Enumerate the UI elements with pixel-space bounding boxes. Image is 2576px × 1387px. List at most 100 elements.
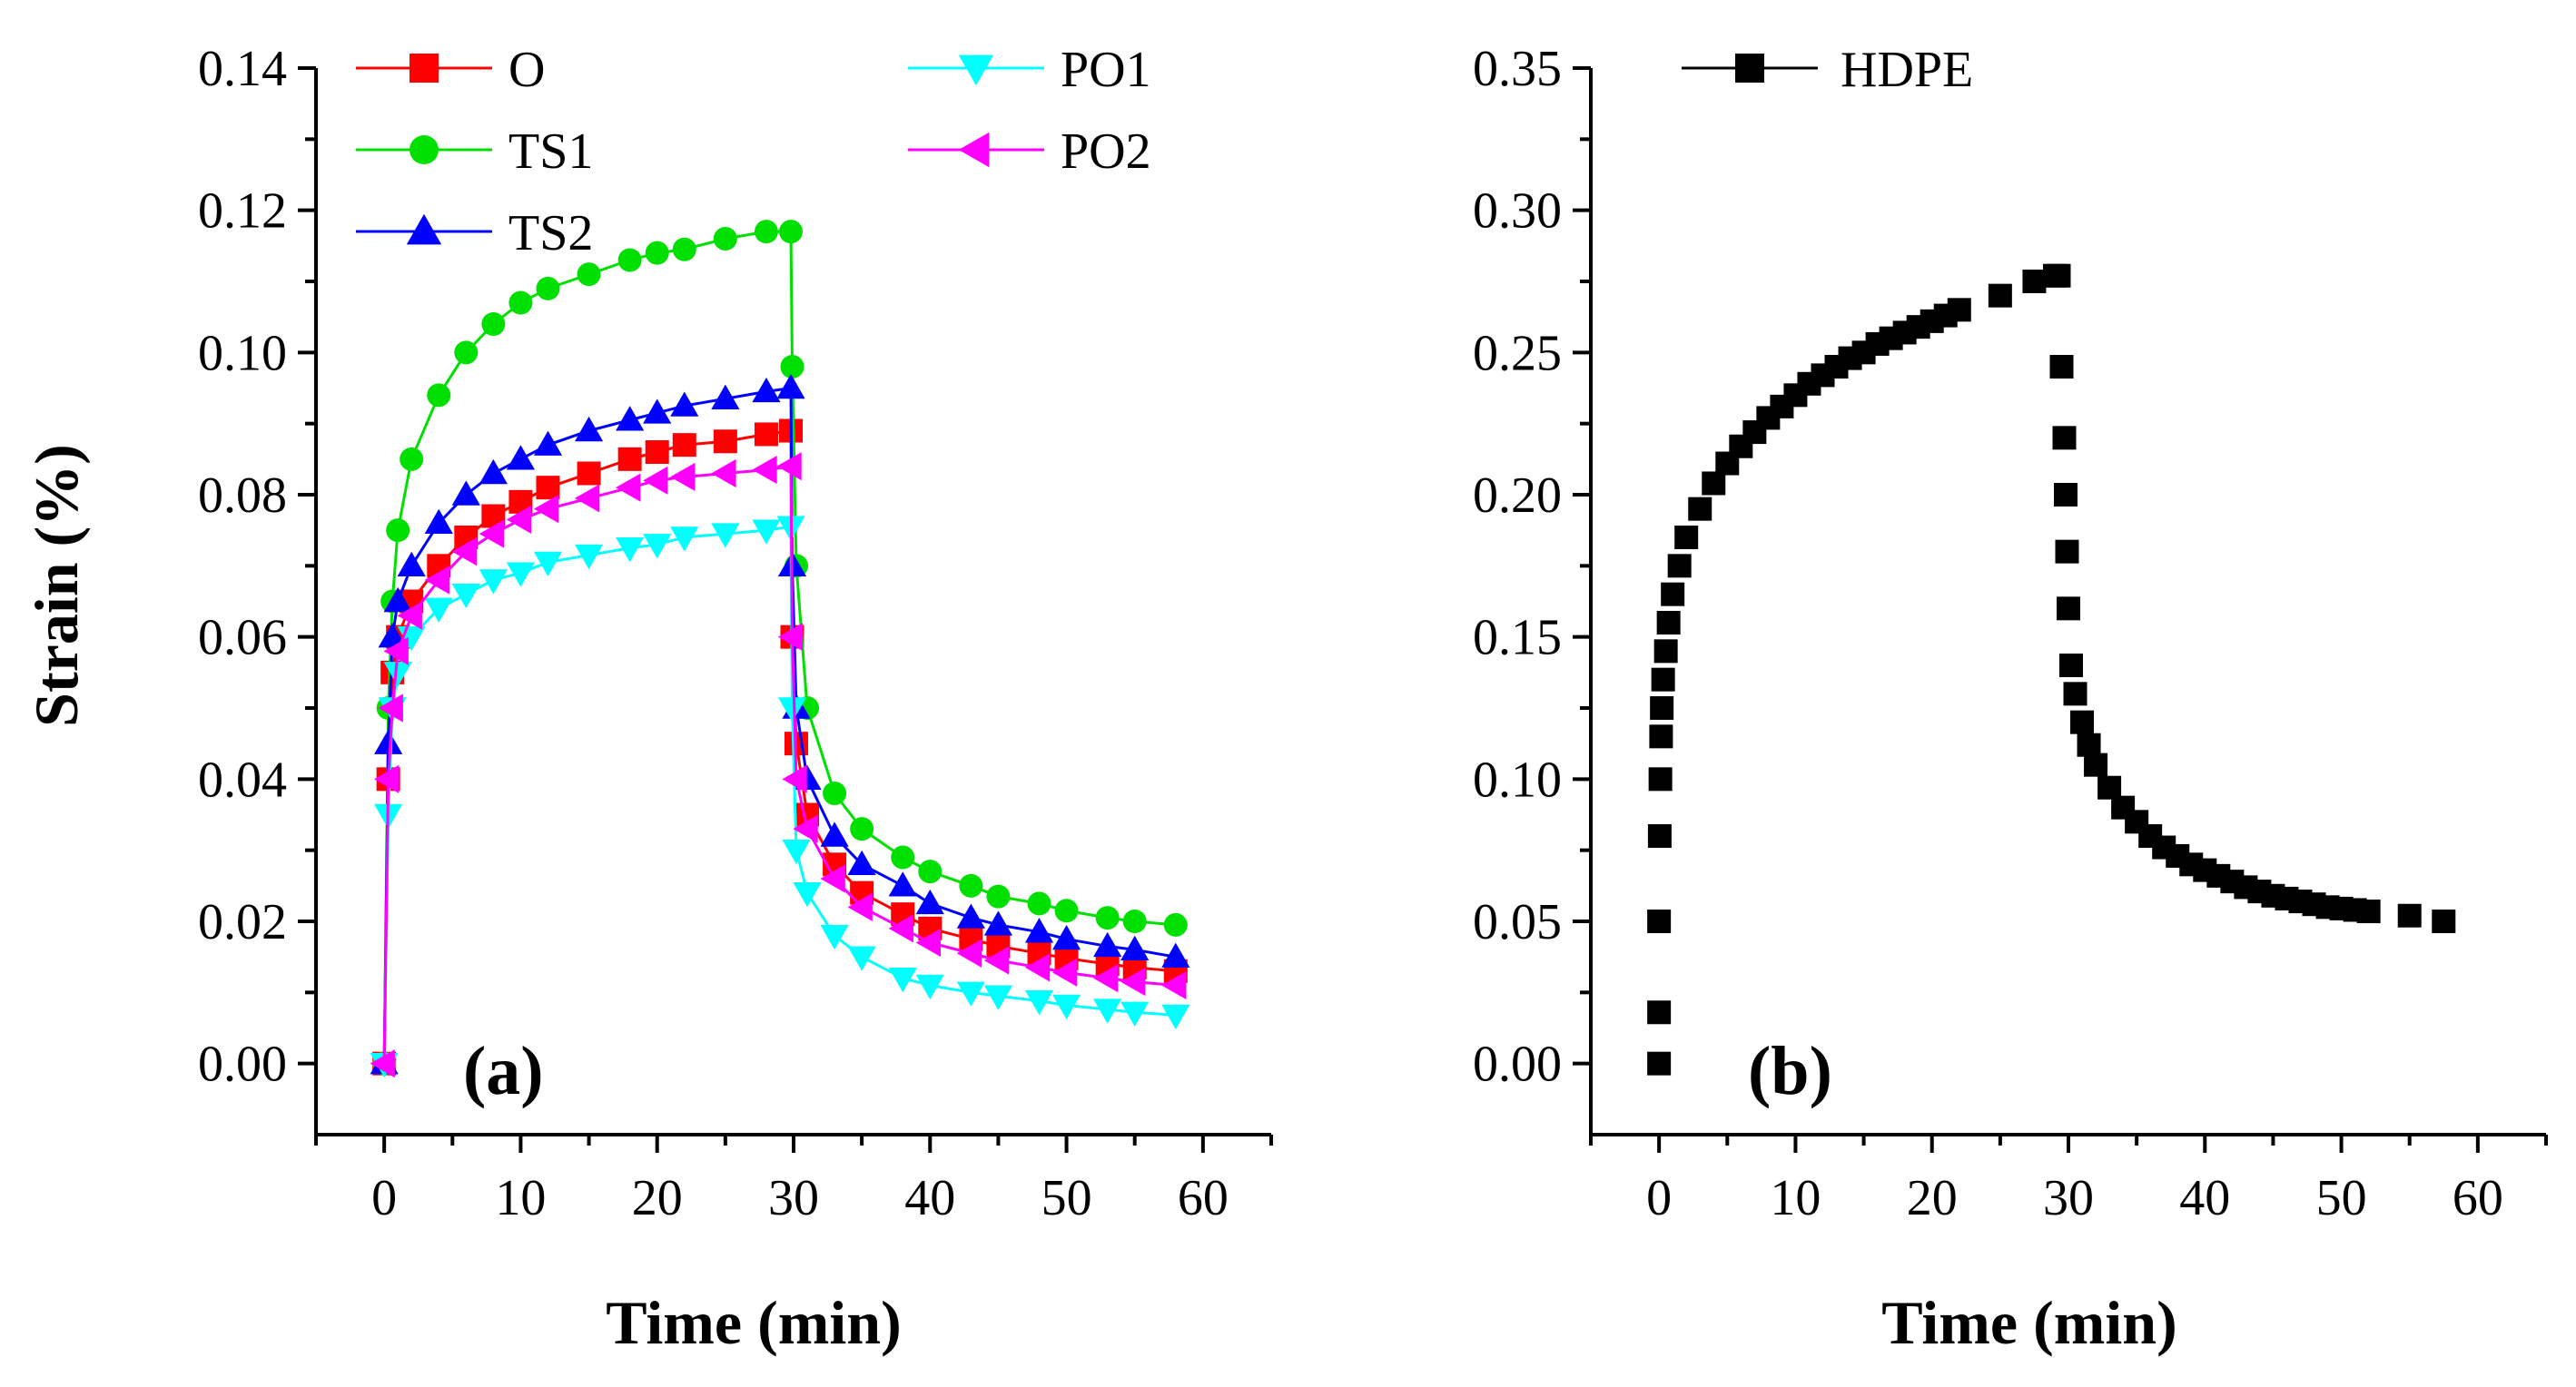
legend-label-o: O xyxy=(508,42,545,98)
data-point-po1 xyxy=(479,569,508,595)
data-point-po1 xyxy=(983,985,1013,1010)
data-point-hdpe xyxy=(2063,682,2087,706)
data-point-o xyxy=(536,476,560,500)
data-point-po1 xyxy=(1093,998,1122,1024)
data-point-po2 xyxy=(847,892,873,921)
data-point-ts1 xyxy=(780,355,804,379)
data-point-po1 xyxy=(820,924,849,950)
panel-a-x-axis-title: Time (min) xyxy=(606,1288,902,1357)
panel-a-y-tick-label: 0.00 xyxy=(198,1037,287,1093)
data-point-po1 xyxy=(451,583,480,609)
data-point-hdpe xyxy=(1653,639,1678,664)
data-point-hdpe xyxy=(1647,1000,1672,1025)
data-point-ts2 xyxy=(915,889,944,915)
data-point-ts1 xyxy=(891,845,915,870)
data-point-po1 xyxy=(616,537,645,563)
data-point-po1 xyxy=(1024,990,1054,1016)
data-point-ts1 xyxy=(1027,891,1051,916)
data-point-po2 xyxy=(374,764,400,793)
data-point-ts2 xyxy=(670,391,699,417)
data-point-po1 xyxy=(574,544,604,570)
series-po2 xyxy=(370,452,1187,1078)
panel-b: 0 10 20 30 40 50 60 0.00 0.05 0.10 0.15 0.20 0.25 0.3… xyxy=(1473,41,2548,1357)
data-point-hdpe xyxy=(1702,471,1726,496)
panel-a-legend: O TS1 TS2 PO1 PO2 xyxy=(356,42,1151,261)
data-point-ts1 xyxy=(400,447,424,471)
panel-b-x-tick-label: 10 xyxy=(1770,1170,1821,1226)
legend-label-hdpe: HDPE xyxy=(1841,42,1973,98)
data-point-po2 xyxy=(956,939,982,968)
legend-marker-hdpe xyxy=(1735,54,1764,83)
panel-b-x-tick-label: 20 xyxy=(1907,1170,1958,1226)
panel-a-x-tick-label: 20 xyxy=(632,1170,683,1226)
data-point-po1 xyxy=(847,946,876,971)
data-point-hdpe xyxy=(2055,539,2079,564)
data-point-ts2 xyxy=(776,373,805,399)
panel-b-plot-area xyxy=(1647,263,2456,1076)
panel-a-x-tick-label: 40 xyxy=(904,1170,955,1226)
series-hdpe xyxy=(1647,263,2456,1076)
data-point-hdpe xyxy=(1656,611,1681,634)
panel-a-x-tick-label: 10 xyxy=(495,1170,546,1226)
data-point-ts1 xyxy=(645,241,669,265)
data-point-po1 xyxy=(793,881,822,908)
data-point-hdpe xyxy=(2084,753,2108,777)
panel-a-y-tick-label: 0.04 xyxy=(198,752,287,808)
data-point-po1 xyxy=(888,967,917,993)
data-point-ts2 xyxy=(397,551,426,577)
data-point-po2 xyxy=(397,601,422,630)
data-point-po1 xyxy=(533,551,563,577)
data-point-o xyxy=(617,447,642,471)
data-point-ts1 xyxy=(1122,910,1147,933)
data-point-o xyxy=(713,429,737,454)
data-point-po2 xyxy=(1093,964,1119,993)
data-point-hdpe xyxy=(1647,910,1672,933)
data-point-po1 xyxy=(915,974,944,1000)
data-point-ts2 xyxy=(1024,918,1054,943)
data-point-ts2 xyxy=(820,821,849,847)
data-point-hdpe xyxy=(1651,667,1675,692)
data-point-hdpe xyxy=(2047,263,2071,288)
data-point-hdpe xyxy=(2077,733,2101,757)
data-point-hdpe xyxy=(1661,582,1685,606)
data-point-ts1 xyxy=(959,873,983,898)
data-point-po2 xyxy=(1120,967,1146,997)
panel-b-label: (b) xyxy=(1748,1033,1832,1109)
data-point-ts1 xyxy=(918,860,943,884)
data-point-po1 xyxy=(424,597,453,623)
data-point-ts2 xyxy=(888,871,917,897)
data-point-ts1 xyxy=(778,220,803,244)
data-point-po2 xyxy=(915,928,941,958)
legend-item-ts2: TS2 xyxy=(356,205,593,261)
data-point-ts2 xyxy=(1093,931,1122,958)
data-point-po2 xyxy=(574,484,600,513)
data-point-ts1 xyxy=(986,884,1011,909)
data-point-ts2 xyxy=(383,586,412,613)
panel-b-y-tick-label: 0.20 xyxy=(1473,467,1562,524)
data-point-ts2 xyxy=(574,416,604,442)
panel-b-x-tick-label: 30 xyxy=(2043,1170,2094,1226)
data-point-hdpe xyxy=(2057,596,2080,621)
panel-a-y-tick-label: 0.14 xyxy=(198,41,287,97)
panel-a-plot-area xyxy=(370,220,1190,1078)
data-point-po1 xyxy=(1161,1004,1190,1029)
data-point-ts1 xyxy=(427,383,451,408)
legend-marker-po2 xyxy=(958,132,990,168)
series-po1 xyxy=(370,516,1190,1078)
data-point-ts1 xyxy=(823,782,847,805)
panel-a-y-tick-label: 0.02 xyxy=(198,894,287,950)
data-point-po1 xyxy=(1120,1001,1150,1027)
data-point-ts2 xyxy=(479,458,508,485)
data-point-hdpe xyxy=(2059,654,2084,677)
panel-b-y-tick-label: 0.05 xyxy=(1473,894,1562,950)
data-point-hdpe xyxy=(1647,1051,1672,1076)
data-point-o xyxy=(645,440,669,464)
data-point-hdpe xyxy=(2053,483,2078,507)
data-point-hdpe xyxy=(1649,724,1673,749)
legend-label-po2: PO2 xyxy=(1061,123,1151,180)
legend-marker-o xyxy=(410,54,439,83)
data-point-po2 xyxy=(888,914,913,943)
data-point-po2 xyxy=(782,764,807,793)
panel-a-x-tick-label: 0 xyxy=(371,1170,397,1226)
